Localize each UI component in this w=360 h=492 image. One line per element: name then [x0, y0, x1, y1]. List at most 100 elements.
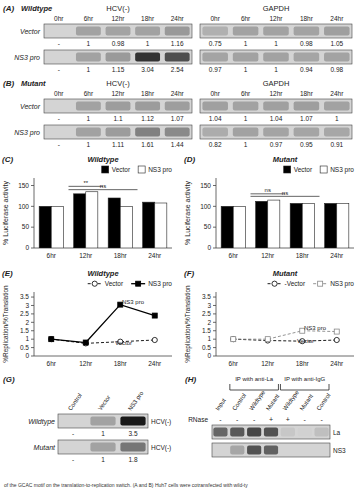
- panel-label: (F): [184, 269, 195, 278]
- data-label: 1.1: [113, 115, 122, 122]
- band: [324, 128, 350, 137]
- legend-label: Vector: [112, 166, 131, 173]
- data-label: 1.04: [209, 115, 222, 122]
- plot-area: [221, 200, 349, 248]
- bar: [337, 203, 349, 248]
- group-bracket: [230, 384, 279, 390]
- lane-label: 6hr: [241, 15, 251, 22]
- blot-background: [212, 425, 330, 439]
- data-label: 1: [244, 66, 248, 73]
- data-label: 0.98: [300, 40, 313, 47]
- lane-text: +: [286, 416, 290, 423]
- legend: VectorNS3 pro: [284, 166, 355, 174]
- data-label: 0.82: [209, 141, 222, 148]
- plot-area: [49, 302, 158, 346]
- panel-label: (G): [3, 375, 15, 384]
- y-tick: [31, 313, 34, 314]
- y-tick-label: 3: [207, 302, 211, 309]
- y-tick-label: 2.5: [20, 310, 29, 317]
- lane-label: 24hr: [171, 15, 185, 22]
- lane-label: 18hr: [300, 15, 314, 22]
- column-label: Input: [214, 397, 227, 412]
- x-tick-label: 18hr: [114, 360, 128, 367]
- band: [135, 102, 160, 111]
- band: [76, 53, 101, 62]
- marker: [318, 281, 323, 286]
- data-label: 1.11: [112, 141, 125, 148]
- y-tick-label: 1: [25, 335, 29, 342]
- y-tick-label: 3.5: [20, 293, 29, 300]
- legend-label: Vector: [294, 166, 313, 173]
- band: [324, 27, 350, 36]
- lane-label: 12hr: [111, 15, 125, 22]
- bar: [256, 201, 268, 248]
- band: [202, 128, 228, 137]
- data-label: -: [58, 115, 60, 122]
- annotation: NS3 pro: [304, 325, 327, 331]
- data-label: 1: [335, 115, 339, 122]
- data-label: -: [58, 66, 60, 73]
- data-label: 1.61: [141, 141, 154, 148]
- row-label: Wildtype: [28, 418, 55, 426]
- x-tick-label: 18hr: [296, 252, 310, 259]
- blot-background: [200, 24, 352, 38]
- bar: [221, 206, 233, 248]
- legend-label: NS3 pro: [330, 280, 354, 288]
- x-tick-label: 12hr: [79, 360, 93, 367]
- data-label: 1.04: [270, 115, 283, 122]
- legend-label: Vector: [105, 280, 124, 287]
- band: [247, 428, 261, 437]
- column-label: Mutant: [299, 393, 315, 412]
- blot-title: GAPDH: [263, 4, 290, 13]
- annotation: Vector: [297, 338, 314, 344]
- annotation-bracket: [251, 193, 286, 194]
- legend-swatch: [284, 166, 291, 173]
- data-label: -: [58, 141, 60, 148]
- plot-area: [39, 192, 167, 248]
- legend: Vector NS3 pro: [88, 280, 173, 288]
- data-label: 1: [87, 141, 91, 148]
- band: [165, 102, 190, 111]
- data-label: 1.07: [171, 115, 184, 122]
- blot-title: HCV(-): [106, 4, 130, 13]
- y-tick: [213, 185, 216, 186]
- bar-chart: (D)Mutant0501001506hr12hr18hr24hr% Lucif…: [184, 155, 354, 259]
- band: [135, 27, 160, 36]
- column-label: Mutant: [265, 393, 281, 412]
- band: [294, 128, 320, 137]
- band: [233, 27, 259, 36]
- data-label: 1: [146, 40, 150, 47]
- data-label: -: [72, 430, 74, 437]
- data-label: 1: [87, 115, 91, 122]
- band: [165, 53, 190, 62]
- y-tick-label: 0.5: [202, 344, 211, 351]
- annotation: ns: [282, 190, 288, 196]
- legend-swatch: [320, 166, 327, 173]
- y-tick-label: 100: [18, 203, 29, 210]
- y-axis: [216, 178, 217, 248]
- panel-label: (B): [3, 79, 14, 88]
- marker: [152, 313, 157, 318]
- y-tick-label: 100: [200, 203, 211, 210]
- data-label: 1.12: [141, 115, 154, 122]
- band: [230, 428, 244, 437]
- blot-background: [58, 440, 148, 454]
- band: [135, 53, 160, 62]
- data-label: 0.97: [270, 141, 283, 148]
- lane-text: -: [320, 416, 323, 423]
- x-tick-label: 6hr: [47, 360, 57, 367]
- legend-label: NS3 pro: [148, 280, 172, 288]
- blot-background: [212, 443, 330, 457]
- lane-label: 18hr: [141, 90, 155, 97]
- chart-title: Mutant: [273, 269, 298, 278]
- chart-title: Wildtype: [87, 269, 118, 278]
- y-tick-label: 1: [207, 335, 211, 342]
- column-label: Control: [231, 392, 247, 411]
- data-label: 1: [244, 40, 248, 47]
- y-tick: [213, 297, 216, 298]
- band: [90, 443, 115, 452]
- group-label: IP with anti-La: [235, 376, 274, 382]
- y-tick: [213, 322, 216, 323]
- data-label: 1: [87, 40, 91, 47]
- data-label: 0.94: [300, 66, 313, 73]
